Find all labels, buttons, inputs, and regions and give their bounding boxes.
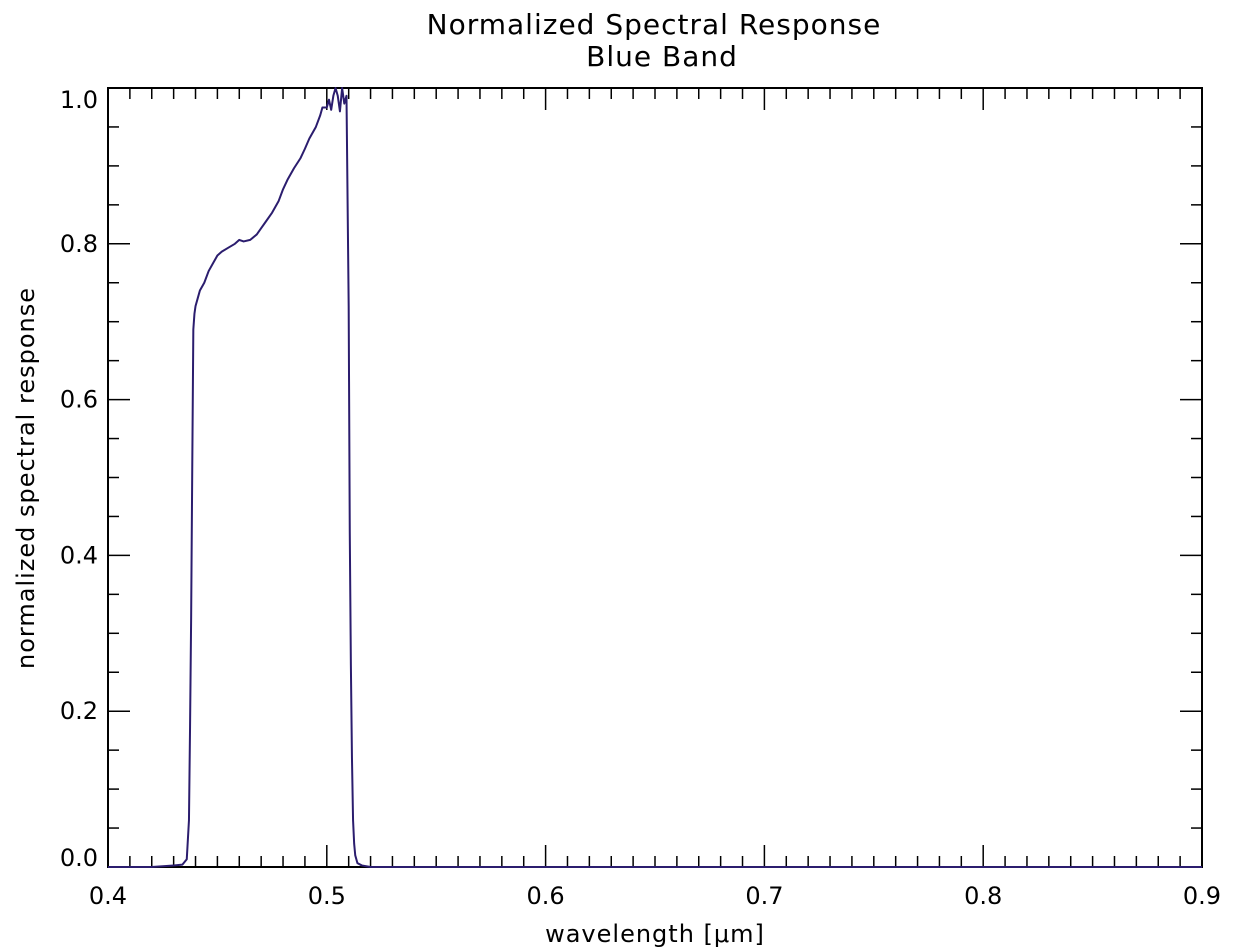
y-tick-label: 0.4: [60, 541, 98, 569]
y-tick-labels: 0.0 0.2 0.4 0.6 0.8 1.0: [60, 86, 98, 872]
y-axis-label: normalized spectral response: [12, 287, 40, 669]
y-tick-label: 0.0: [60, 844, 98, 872]
spectral-response-line: [108, 87, 1202, 868]
x-tick-label: 0.5: [308, 882, 346, 910]
x-tick-label: 0.6: [527, 882, 565, 910]
x-tick-labels: 0.4 0.5 0.6 0.7 0.8 0.9: [89, 882, 1221, 910]
chart-subtitle: Blue Band: [586, 40, 738, 73]
axis-ticks: [107, 87, 1203, 868]
x-tick-label: 0.9: [1183, 882, 1221, 910]
x-tick-label: 0.4: [89, 882, 127, 910]
plot-frame: [107, 87, 1203, 868]
chart-title: Normalized Spectral Response: [427, 8, 882, 41]
x-tick-label: 0.8: [964, 882, 1002, 910]
y-tick-label: 0.6: [60, 386, 98, 414]
x-tick-label: 0.7: [745, 882, 783, 910]
y-tick-label: 0.8: [60, 230, 98, 258]
x-axis-label: wavelength [μm]: [545, 920, 765, 948]
y-tick-label: 0.2: [60, 697, 98, 725]
y-tick-label: 1.0: [60, 86, 98, 114]
